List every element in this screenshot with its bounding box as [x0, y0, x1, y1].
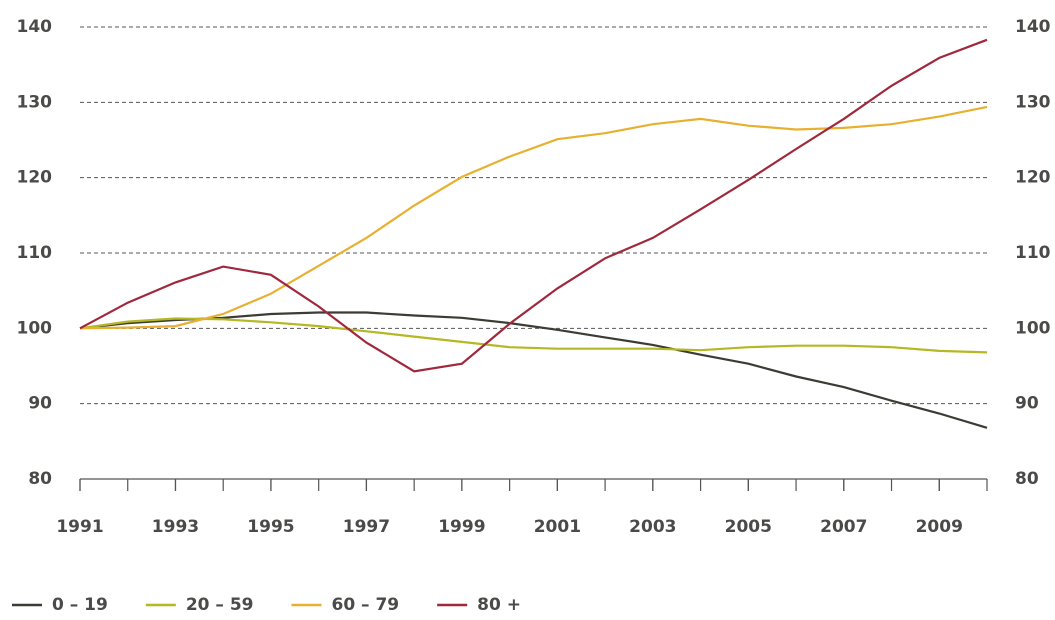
- x-tick-label: 2003: [629, 517, 676, 537]
- y-tick-label: 130: [17, 92, 53, 112]
- legend-label: 0 – 19: [52, 595, 108, 615]
- x-tick-label: 2007: [820, 517, 867, 537]
- y2-tick-label: 130: [1015, 92, 1051, 112]
- y-tick-label: 110: [17, 243, 53, 263]
- x-tick-label: 1997: [343, 517, 390, 537]
- series-line: [79, 105, 988, 330]
- y-tick-label: 90: [28, 394, 52, 414]
- y-tick-label: 100: [17, 318, 53, 338]
- x-tick-label: 1993: [152, 517, 199, 537]
- y2-tick-label: 140: [1015, 17, 1051, 37]
- legend-label: 20 – 59: [186, 595, 254, 615]
- x-tick-label: 1995: [247, 517, 294, 537]
- x-tick-label: 2005: [725, 517, 772, 537]
- y2-tick-label: 80: [1015, 469, 1039, 489]
- x-tick-label: 2001: [534, 517, 581, 537]
- series-line: [79, 38, 988, 373]
- series-line: [79, 317, 988, 354]
- y2-tick-label: 120: [1015, 168, 1051, 188]
- y-tick-label: 140: [17, 17, 53, 37]
- y2-tick-label: 90: [1015, 394, 1039, 414]
- y-tick-label: 120: [17, 168, 53, 188]
- x-tick-label: 1991: [56, 517, 103, 537]
- y2-tick-label: 110: [1015, 243, 1051, 263]
- legend-label: 80 +: [477, 595, 521, 615]
- series-line: [79, 311, 988, 429]
- y2-tick-label: 100: [1015, 318, 1051, 338]
- legend-label: 60 – 79: [331, 595, 399, 615]
- x-tick-label: 1999: [438, 517, 485, 537]
- x-tick-label: 2009: [916, 517, 963, 537]
- y-tick-label: 80: [28, 469, 52, 489]
